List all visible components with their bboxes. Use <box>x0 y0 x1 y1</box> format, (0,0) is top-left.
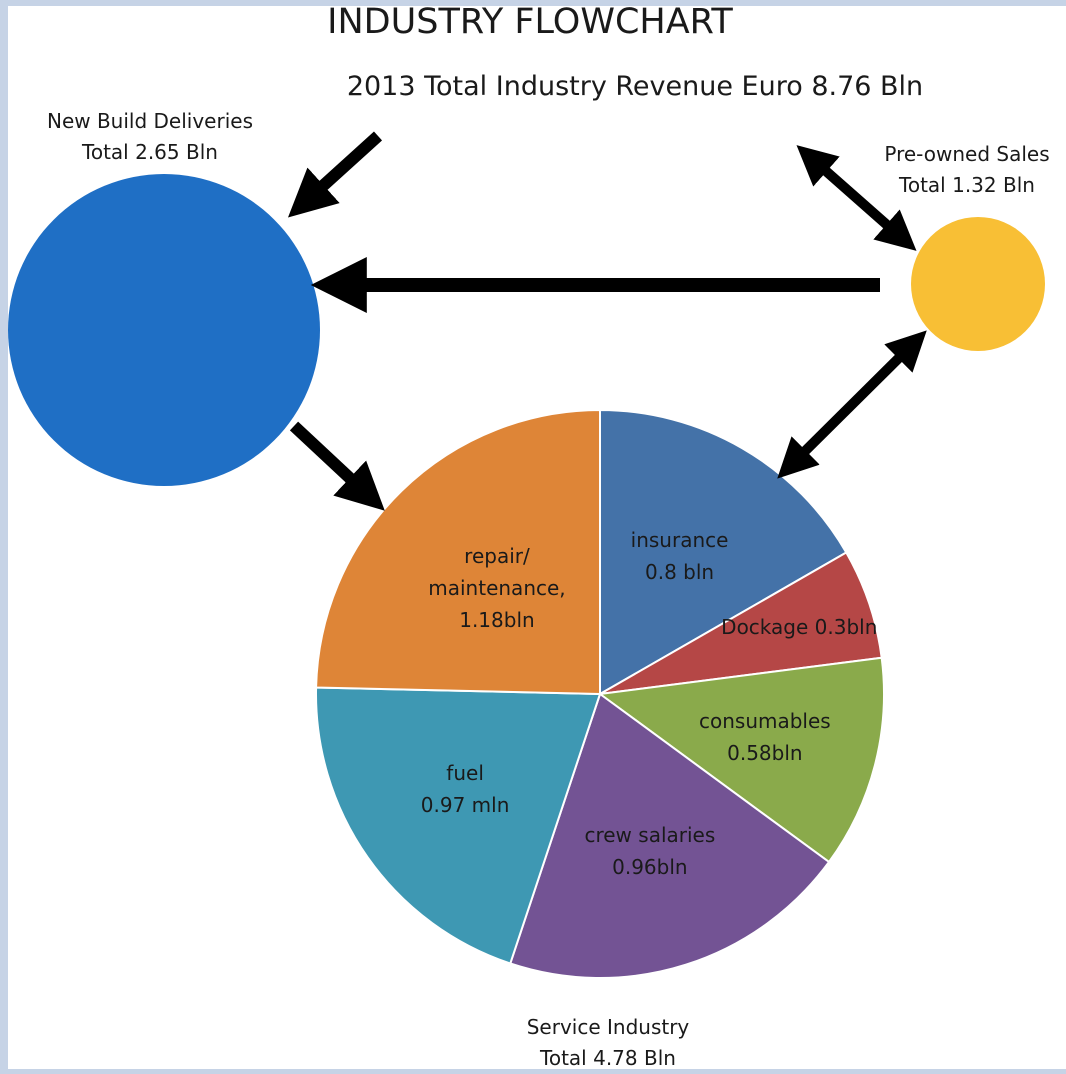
page-title: INDUSTRY FLOWCHART <box>327 2 733 42</box>
pie-slice-label-line: consumables <box>698 708 831 733</box>
service-industry-pie <box>315 408 885 979</box>
pie-slice-label-line: 0.8 bln <box>645 560 715 585</box>
pie-slice-label-line: crew salaries <box>584 822 716 847</box>
pie-slice-label-line: 0.58bln <box>727 740 803 765</box>
pie-slice-label-line: 1.18bln <box>459 608 535 633</box>
pie-slice-label-line: 0.96bln <box>612 854 688 879</box>
pie-slice-consumables <box>597 656 885 864</box>
pie-slice-label: repair/maintenance, 1.18bln <box>428 540 565 636</box>
pie-slice-label: consumables 0.58bln <box>699 705 831 769</box>
arrow-new-build-to-service <box>289 421 385 511</box>
pie-slice-label: crew salaries 0.96bln <box>584 819 715 883</box>
arrow-service-to-pre-owned <box>777 330 927 479</box>
new-build-circle <box>8 174 320 486</box>
pie-slice-crew-salaries <box>509 692 831 979</box>
service-industry-label: Service Industry Total 4.78 Bln <box>488 1012 728 1074</box>
pie-slice-fuel <box>315 686 602 965</box>
new-build-total: Total 2.65 Bln <box>82 140 218 164</box>
pie-slice-repair <box>315 408 601 696</box>
arrow-revenue-to-new-build <box>287 131 383 218</box>
pie-slice-label-line: fuel <box>446 760 484 785</box>
pie-slice-label: Dockage 0.3bln <box>721 611 877 643</box>
pie-slice-label-line: maintenance, <box>428 576 566 601</box>
arrow-pre-owned-to-revenue <box>796 145 917 251</box>
new-build-name: New Build Deliveries <box>46 109 253 133</box>
pre-owned-circle <box>911 217 1045 351</box>
subtitle: 2013 Total Industry Revenue Euro 8.76 Bl… <box>346 71 924 102</box>
pie-slice-label-line: insurance <box>630 528 729 553</box>
pie-slice-label-line: Dockage 0.3bln <box>721 614 878 639</box>
pie-slice-label: insurance 0.8 bln <box>631 524 729 588</box>
flow-arrows <box>287 131 927 511</box>
new-build-label: New Build Deliveries Total 2.65 Bln <box>30 106 270 168</box>
pie-slice-label-line: 0.97 mln <box>420 792 510 817</box>
pie-slice-label: fuel 0.97 mln <box>421 757 510 821</box>
service-industry-total: Total 4.78 Bln <box>540 1046 676 1070</box>
pre-owned-total: Total 1.32 Bln <box>899 173 1035 197</box>
pie-slice-insurance <box>599 408 848 696</box>
pie-slice-label-line: repair/ <box>464 544 530 569</box>
service-industry-name: Service Industry <box>526 1015 690 1039</box>
